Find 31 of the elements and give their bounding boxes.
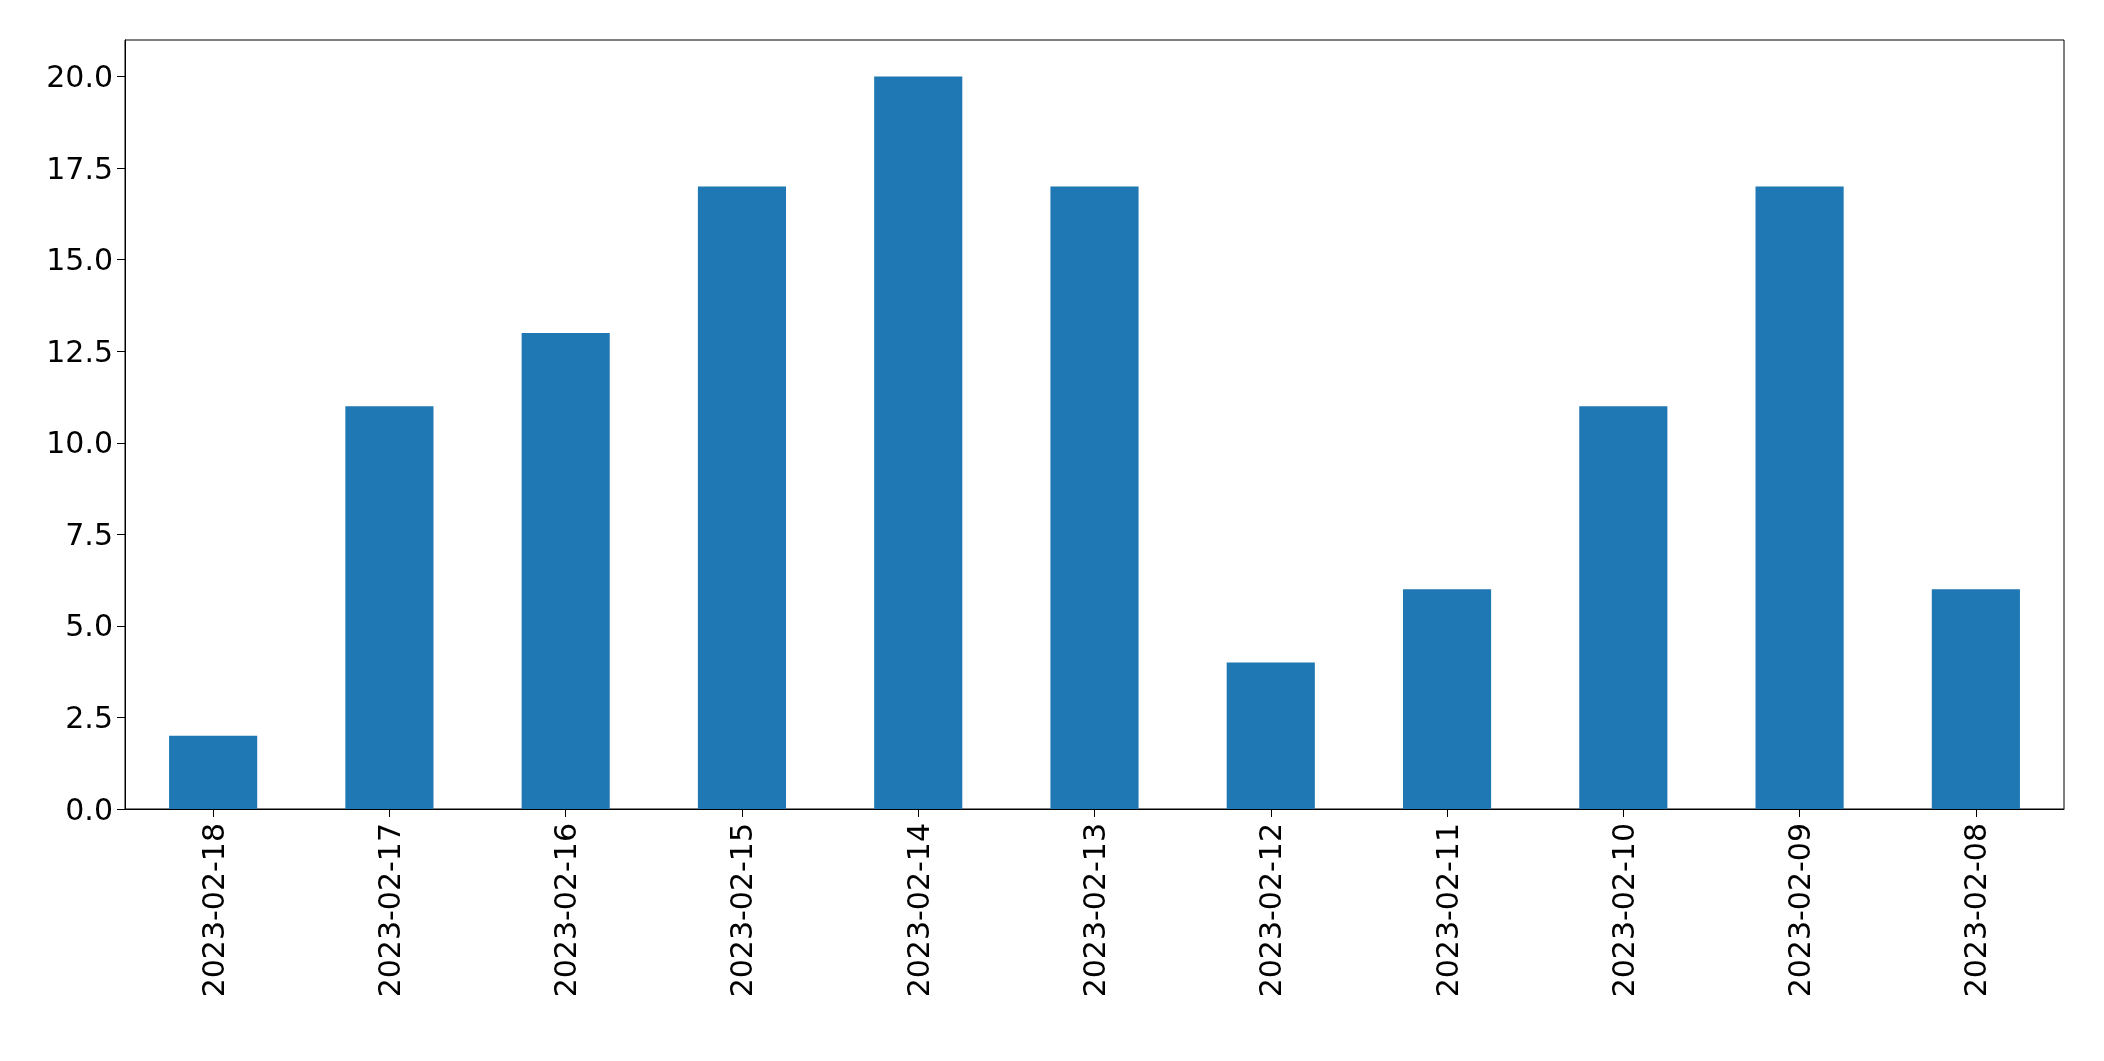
x-tick-label: 2023-02-14 [900, 823, 936, 998]
bar [1050, 186, 1139, 809]
bar [1931, 589, 2020, 809]
y-tick-label: 7.5 [65, 516, 113, 552]
bar [169, 735, 258, 809]
bar [1755, 186, 1844, 809]
bar [697, 186, 787, 809]
y-tick-label: 17.5 [46, 150, 113, 186]
x-tick-label: 2023-02-17 [371, 823, 407, 998]
bar [345, 406, 434, 809]
x-tick-label: 2023-02-09 [1782, 823, 1818, 998]
x-tick-label: 2023-02-08 [1958, 823, 1994, 998]
y-tick-label: 10.0 [46, 425, 113, 461]
y-tick-label: 15.0 [46, 242, 113, 278]
y-tick-label: 0.0 [65, 791, 113, 827]
bar [1579, 406, 1668, 809]
bar [1402, 589, 1492, 809]
x-tick-label: 2023-02-11 [1429, 823, 1465, 998]
x-tick-label: 2023-02-16 [548, 823, 584, 998]
y-tick-label: 12.5 [46, 333, 113, 369]
bar [521, 332, 610, 809]
y-tick-label: 20.0 [46, 59, 113, 95]
bar [874, 76, 963, 809]
x-tick-label: 2023-02-18 [195, 823, 231, 998]
bar [1226, 662, 1315, 809]
x-tick-label: 2023-02-13 [1077, 823, 1112, 998]
x-tick-label: 2023-02-15 [724, 823, 760, 998]
y-tick-label: 2.5 [65, 699, 113, 735]
y-tick-label: 5.0 [65, 608, 113, 644]
x-tick-label: 2023-02-10 [1605, 823, 1641, 998]
x-tick-label: 2023-02-12 [1253, 823, 1289, 998]
